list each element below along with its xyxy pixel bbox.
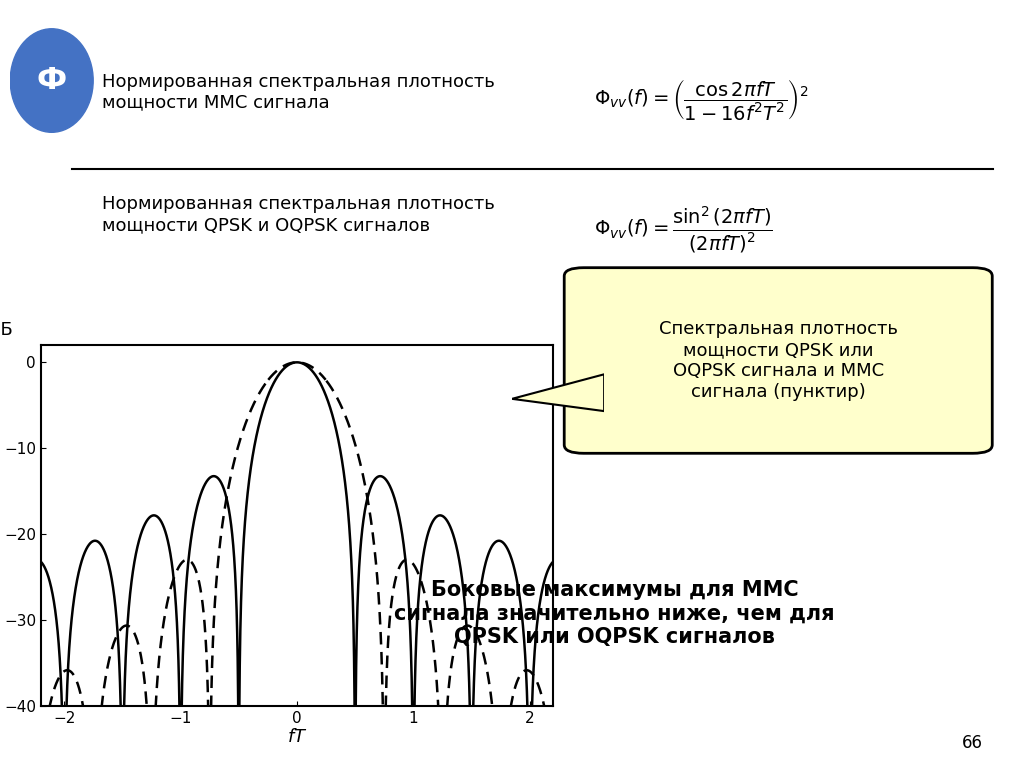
Text: Нормированная спектральная плотность
мощности ММС сигнала: Нормированная спектральная плотность мощ…: [102, 73, 496, 111]
X-axis label: $fT$: $fT$: [287, 729, 307, 746]
Text: Ф: Ф: [37, 66, 67, 95]
Text: $\Phi_{vv}(f) = \dfrac{\sin^2(2\pi fT)}{(2\pi fT)^2}$: $\Phi_{vv}(f) = \dfrac{\sin^2(2\pi fT)}{…: [594, 205, 773, 255]
Text: Спектральная плотность
мощности QPSK или
OQPSK сигнала и ММС
сигнала (пунктир): Спектральная плотность мощности QPSK или…: [658, 321, 898, 400]
Text: Боковые максимумы для ММС
сигнала значительно ниже, чем для
QPSK или OQPSK сигна: Боковые максимумы для ММС сигнала значит…: [394, 581, 835, 647]
Text: 66: 66: [962, 734, 983, 752]
Polygon shape: [512, 374, 604, 411]
Circle shape: [10, 29, 93, 133]
FancyBboxPatch shape: [564, 268, 992, 453]
Y-axis label: дБ: дБ: [0, 320, 12, 338]
Text: Нормированная спектральная плотность
мощности QPSK и OQPSK сигналов: Нормированная спектральная плотность мощ…: [102, 196, 496, 234]
Text: $\Phi_{vv}(f) = \left(\dfrac{\cos 2\pi fT}{1-16f^2T^2}\right)^2$: $\Phi_{vv}(f) = \left(\dfrac{\cos 2\pi f…: [594, 77, 809, 122]
